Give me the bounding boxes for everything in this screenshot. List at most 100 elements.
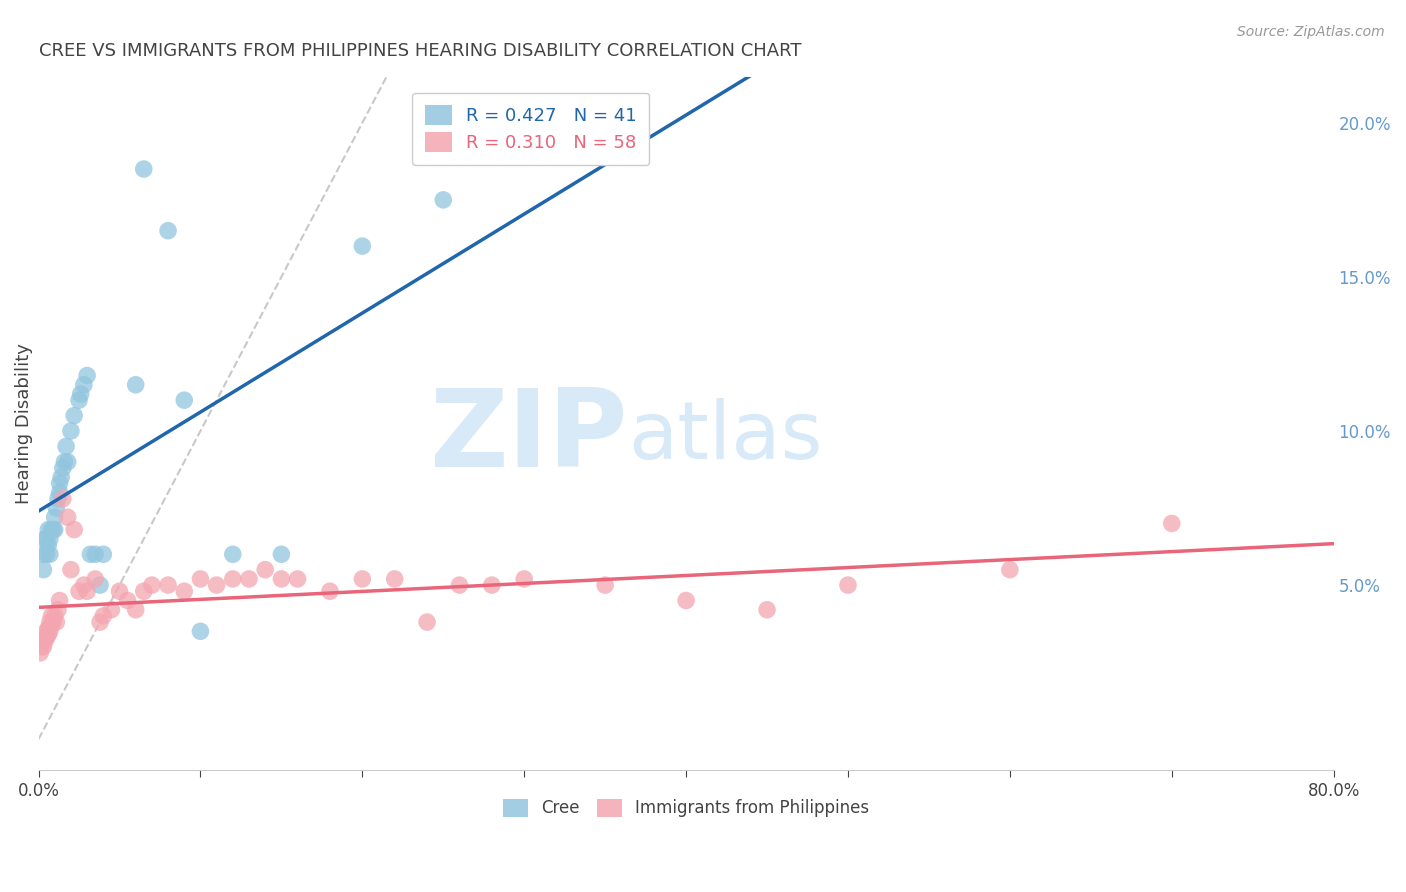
Point bbox=[352, 239, 374, 253]
Point bbox=[481, 578, 503, 592]
Point bbox=[59, 563, 82, 577]
Point bbox=[35, 532, 58, 546]
Point bbox=[222, 572, 245, 586]
Text: Source: ZipAtlas.com: Source: ZipAtlas.com bbox=[1237, 25, 1385, 39]
Point bbox=[48, 476, 70, 491]
Point bbox=[205, 578, 228, 592]
Text: ZIP: ZIP bbox=[429, 384, 628, 491]
Point bbox=[34, 631, 56, 645]
Point bbox=[37, 538, 59, 552]
Point bbox=[89, 578, 111, 592]
Point bbox=[42, 615, 65, 629]
Point bbox=[254, 563, 277, 577]
Point bbox=[48, 485, 70, 500]
Point bbox=[53, 455, 76, 469]
Point bbox=[63, 409, 86, 423]
Point bbox=[38, 532, 60, 546]
Point bbox=[132, 162, 155, 177]
Point bbox=[287, 572, 309, 586]
Point bbox=[190, 572, 212, 586]
Point bbox=[37, 523, 59, 537]
Point bbox=[45, 615, 67, 629]
Point bbox=[52, 491, 75, 506]
Point bbox=[675, 593, 697, 607]
Point bbox=[38, 624, 60, 639]
Point bbox=[69, 387, 91, 401]
Point bbox=[34, 532, 56, 546]
Point bbox=[44, 523, 66, 537]
Point bbox=[173, 393, 195, 408]
Point bbox=[32, 640, 55, 654]
Point bbox=[38, 547, 60, 561]
Point bbox=[416, 615, 439, 629]
Point bbox=[51, 470, 73, 484]
Point bbox=[76, 368, 98, 383]
Point bbox=[55, 439, 77, 453]
Point bbox=[41, 618, 63, 632]
Point bbox=[449, 578, 471, 592]
Point bbox=[998, 563, 1021, 577]
Point bbox=[31, 640, 53, 654]
Point bbox=[44, 510, 66, 524]
Point bbox=[222, 547, 245, 561]
Point bbox=[352, 572, 374, 586]
Point bbox=[56, 510, 79, 524]
Point bbox=[125, 377, 148, 392]
Point bbox=[37, 627, 59, 641]
Point bbox=[117, 593, 139, 607]
Point bbox=[45, 501, 67, 516]
Point bbox=[59, 424, 82, 438]
Point bbox=[32, 633, 55, 648]
Point bbox=[67, 393, 90, 408]
Point bbox=[141, 578, 163, 592]
Point bbox=[84, 547, 107, 561]
Point bbox=[593, 578, 616, 592]
Point bbox=[42, 523, 65, 537]
Point bbox=[48, 593, 70, 607]
Point bbox=[319, 584, 342, 599]
Point bbox=[125, 603, 148, 617]
Point bbox=[837, 578, 859, 592]
Point bbox=[52, 461, 75, 475]
Point bbox=[108, 584, 131, 599]
Point bbox=[32, 563, 55, 577]
Point bbox=[157, 578, 180, 592]
Legend: Cree, Immigrants from Philippines: Cree, Immigrants from Philippines bbox=[496, 792, 876, 824]
Point bbox=[35, 547, 58, 561]
Point bbox=[270, 547, 292, 561]
Point bbox=[1160, 516, 1182, 531]
Text: atlas: atlas bbox=[628, 398, 823, 476]
Point bbox=[30, 646, 52, 660]
Point bbox=[100, 603, 122, 617]
Point bbox=[34, 633, 56, 648]
Point bbox=[238, 572, 260, 586]
Point bbox=[513, 572, 536, 586]
Point bbox=[190, 624, 212, 639]
Point bbox=[84, 572, 107, 586]
Point bbox=[44, 608, 66, 623]
Point bbox=[41, 608, 63, 623]
Point bbox=[73, 578, 96, 592]
Point bbox=[73, 377, 96, 392]
Point bbox=[67, 584, 90, 599]
Text: CREE VS IMMIGRANTS FROM PHILIPPINES HEARING DISABILITY CORRELATION CHART: CREE VS IMMIGRANTS FROM PHILIPPINES HEAR… bbox=[38, 42, 801, 60]
Point bbox=[91, 547, 114, 561]
Point bbox=[173, 584, 195, 599]
Point bbox=[31, 633, 53, 648]
Point bbox=[89, 615, 111, 629]
Point bbox=[32, 547, 55, 561]
Point bbox=[91, 608, 114, 623]
Point bbox=[63, 523, 86, 537]
Point bbox=[35, 624, 58, 639]
Point bbox=[270, 572, 292, 586]
Point bbox=[46, 603, 69, 617]
Point bbox=[56, 455, 79, 469]
Point bbox=[35, 631, 58, 645]
Point bbox=[132, 584, 155, 599]
Point bbox=[76, 584, 98, 599]
Point bbox=[79, 547, 101, 561]
Point bbox=[384, 572, 406, 586]
Point bbox=[432, 193, 454, 207]
Point bbox=[157, 224, 180, 238]
Point bbox=[46, 491, 69, 506]
